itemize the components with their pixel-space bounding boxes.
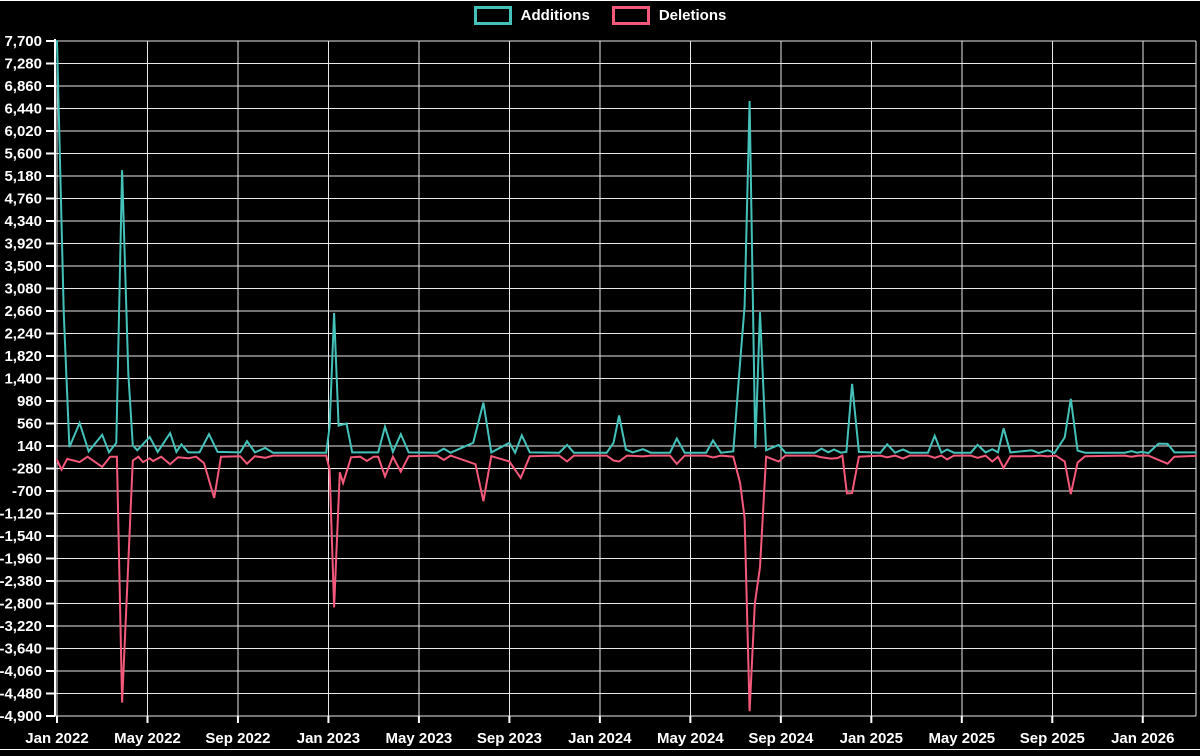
svg-text:Sep 2024: Sep 2024	[748, 730, 814, 747]
svg-text:May 2024: May 2024	[657, 730, 724, 747]
deletions-swatch-icon	[611, 6, 650, 25]
x-axis-labels: Jan 2022 May 2022 Sep 2022 Jan 2023 May 2023…	[25, 730, 1174, 747]
svg-text:7,280: 7,280	[4, 56, 42, 73]
svg-text:3,500: 3,500	[4, 258, 42, 275]
svg-text:-3,640: -3,640	[0, 641, 42, 658]
legend-item-additions[interactable]: Additions	[473, 6, 590, 25]
legend-label-additions: Additions	[520, 7, 590, 24]
svg-text:2,660: 2,660	[4, 303, 42, 320]
svg-text:560: 560	[17, 416, 42, 433]
svg-text:Jan 2025: Jan 2025	[840, 730, 903, 747]
axes	[46, 39, 1144, 723]
svg-text:-2,800: -2,800	[0, 596, 42, 613]
chart-legend: Additions Deletions	[0, 6, 1200, 25]
svg-text:Jan 2022: Jan 2022	[25, 730, 88, 747]
svg-text:-4,900: -4,900	[0, 708, 42, 725]
svg-text:-280: -280	[12, 461, 42, 478]
svg-text:6,020: 6,020	[4, 123, 42, 140]
svg-text:2,240: 2,240	[4, 326, 42, 343]
svg-text:-3,220: -3,220	[0, 618, 42, 635]
svg-text:6,860: 6,860	[4, 78, 42, 95]
additions-swatch-icon	[473, 6, 512, 25]
svg-text:-1,540: -1,540	[0, 528, 42, 545]
svg-text:6,440: 6,440	[4, 101, 42, 118]
y-axis-labels: -4,900 -4,480 -4,060 -3,640 -3,220 -2,800 -2,3…	[0, 33, 42, 725]
svg-text:-2,380: -2,380	[0, 573, 42, 590]
svg-text:-700: -700	[12, 483, 42, 500]
svg-text:1,820: 1,820	[4, 348, 42, 365]
svg-text:May 2023: May 2023	[386, 730, 453, 747]
legend-label-deletions: Deletions	[658, 7, 727, 24]
svg-text:-4,480: -4,480	[0, 686, 42, 703]
svg-text:-4,060: -4,060	[0, 663, 42, 680]
svg-text:May 2025: May 2025	[928, 730, 995, 747]
svg-text:980: 980	[17, 393, 42, 410]
svg-text:Sep 2025: Sep 2025	[1020, 730, 1085, 747]
svg-text:May 2022: May 2022	[114, 730, 181, 747]
svg-text:Jan 2023: Jan 2023	[297, 730, 360, 747]
svg-text:Jan 2024: Jan 2024	[568, 730, 632, 747]
grid	[55, 40, 1197, 717]
svg-text:-1,120: -1,120	[0, 506, 42, 523]
svg-text:4,760: 4,760	[4, 191, 42, 208]
svg-text:5,600: 5,600	[4, 146, 42, 163]
svg-text:Jan 2026: Jan 2026	[1111, 730, 1174, 747]
svg-text:7,700: 7,700	[4, 33, 42, 50]
legend-item-deletions[interactable]: Deletions	[611, 6, 727, 25]
svg-text:Sep 2023: Sep 2023	[477, 730, 542, 747]
svg-text:4,340: 4,340	[4, 213, 42, 230]
svg-text:5,180: 5,180	[4, 168, 42, 185]
svg-text:1,400: 1,400	[4, 371, 42, 388]
svg-text:3,080: 3,080	[4, 281, 42, 298]
svg-text:3,920: 3,920	[4, 236, 42, 253]
svg-text:Sep 2022: Sep 2022	[205, 730, 270, 747]
svg-text:-1,960: -1,960	[0, 551, 42, 568]
deletions-line	[56, 454, 1197, 712]
additions-line	[56, 40, 1197, 456]
svg-text:140: 140	[17, 438, 42, 455]
